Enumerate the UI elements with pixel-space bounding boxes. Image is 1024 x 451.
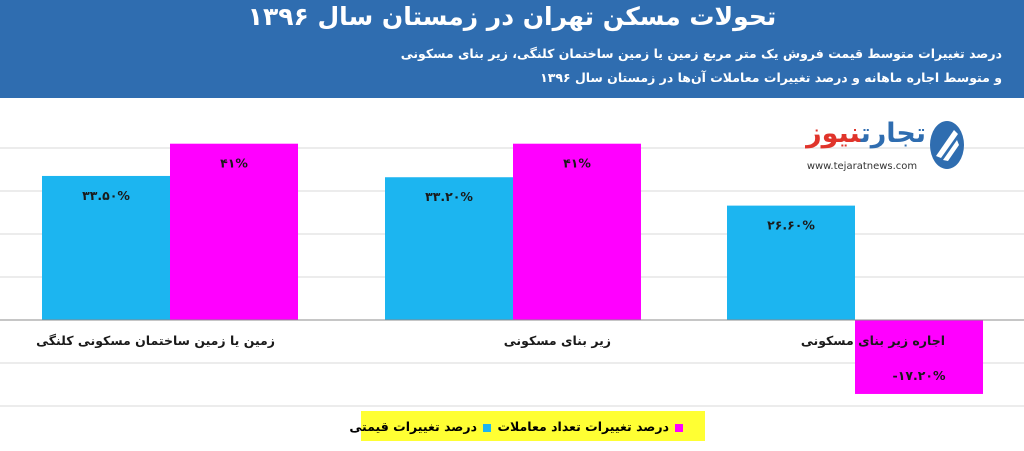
data-label-transactions-3: -۱۷.۲۰% — [893, 368, 946, 383]
category-label-3: اجاره زیر بنای مسکونی — [801, 333, 945, 348]
bar-transactions-3 — [855, 320, 983, 394]
bar-price-3 — [727, 205, 855, 320]
category-label-1: زمین یا زمین ساختمان مسکونی کلنگی — [36, 333, 275, 348]
bar-transactions-1 — [170, 143, 298, 320]
data-label-price-1: ۳۳.۵۰% — [82, 188, 130, 203]
category-label-2: زیر بنای مسکونی — [504, 333, 611, 348]
chart-header: تحولات مسکن تهران در زمستان سال ۱۳۹۶ درص… — [0, 0, 1024, 98]
data-label-price-2: ۳۳.۲۰% — [425, 189, 473, 204]
logo-mark-icon — [930, 121, 964, 169]
bar-transactions-2 — [513, 143, 641, 320]
logo-name-part-1: تجارت — [860, 118, 926, 149]
chart-legend: درصد تغییرات تعداد معاملات درصد تغییرات … — [349, 411, 705, 441]
chart-title: تحولات مسکن تهران در زمستان سال ۱۳۹۶ — [247, 2, 777, 31]
chart-subtitle-line-2: و متوسط اجاره ماهانه و درصد تغییرات معام… — [540, 70, 1002, 85]
tejarat-news-logo: تجارتنیوز www.tejaratnews.com — [798, 112, 970, 182]
legend-swatch-transactions — [675, 423, 683, 432]
bar-chart: ۳۳.۵۰% ۳۳.۲۰% ۲۶.۶۰% ۴۱% ۴۱% -۱۷.۲۰% زمین یا ز… — [0, 143, 1024, 407]
data-label-price-3: ۲۶.۶۰% — [767, 218, 815, 233]
legend-label-transactions: درصد تغییرات تعداد معاملات — [497, 419, 670, 434]
legend-swatch-price — [483, 423, 491, 432]
logo-name-part-2: نیوز — [806, 118, 861, 149]
bar-price-2 — [385, 177, 513, 320]
bar-price-1 — [42, 175, 170, 320]
legend-item-transactions: درصد تغییرات تعداد معاملات — [497, 419, 683, 434]
data-label-transactions-2: ۴۱% — [563, 156, 591, 171]
legend-label-price: درصد تغییرات قیمتی — [349, 419, 477, 434]
logo-url: www.tejaratnews.com — [806, 161, 918, 172]
data-label-transactions-1: ۴۱% — [220, 156, 248, 171]
legend-item-price: درصد تغییرات قیمتی — [349, 419, 491, 434]
logo-name: تجارتنیوز — [798, 118, 926, 149]
chart-subtitle-line-1: درصد تغییرات متوسط قیمت فروش یک متر مربع… — [400, 46, 1002, 61]
